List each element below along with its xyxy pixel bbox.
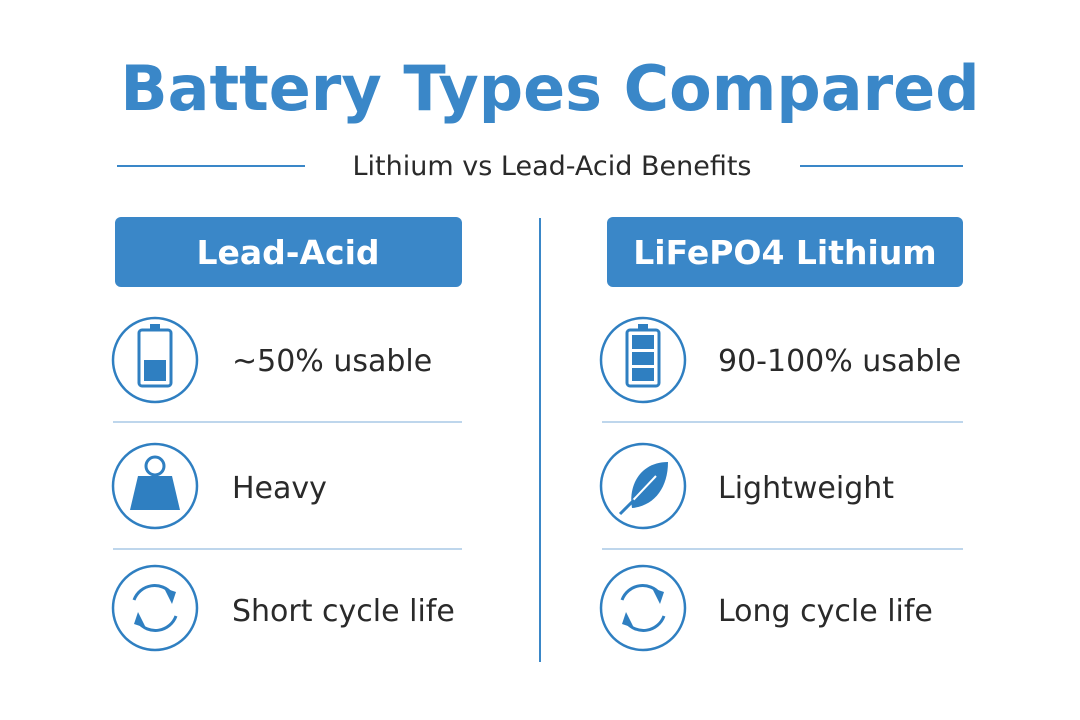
item-text: Long cycle life bbox=[718, 594, 933, 629]
icon-cycle bbox=[599, 564, 687, 652]
item-text: ~50% usable bbox=[232, 344, 432, 379]
icon-cycle bbox=[111, 564, 199, 652]
column-heading: LiFePO4 Lithium bbox=[633, 233, 936, 272]
icon-battery-full bbox=[599, 316, 687, 404]
heading-box bbox=[607, 217, 963, 287]
icon-battery-half bbox=[111, 316, 199, 404]
icon-feather bbox=[599, 442, 687, 530]
heading-box bbox=[115, 217, 462, 287]
item-text: Lightweight bbox=[718, 471, 894, 506]
column-heading: Lead-Acid bbox=[196, 233, 379, 272]
item-text: 90-100% usable bbox=[718, 344, 961, 379]
title: Battery Types Compared bbox=[120, 52, 979, 125]
icon-weight bbox=[111, 442, 199, 530]
subtitle: Lithium vs Lead-Acid Benefits bbox=[353, 151, 752, 182]
item-text: Heavy bbox=[232, 471, 327, 506]
item-text: Short cycle life bbox=[232, 594, 455, 629]
